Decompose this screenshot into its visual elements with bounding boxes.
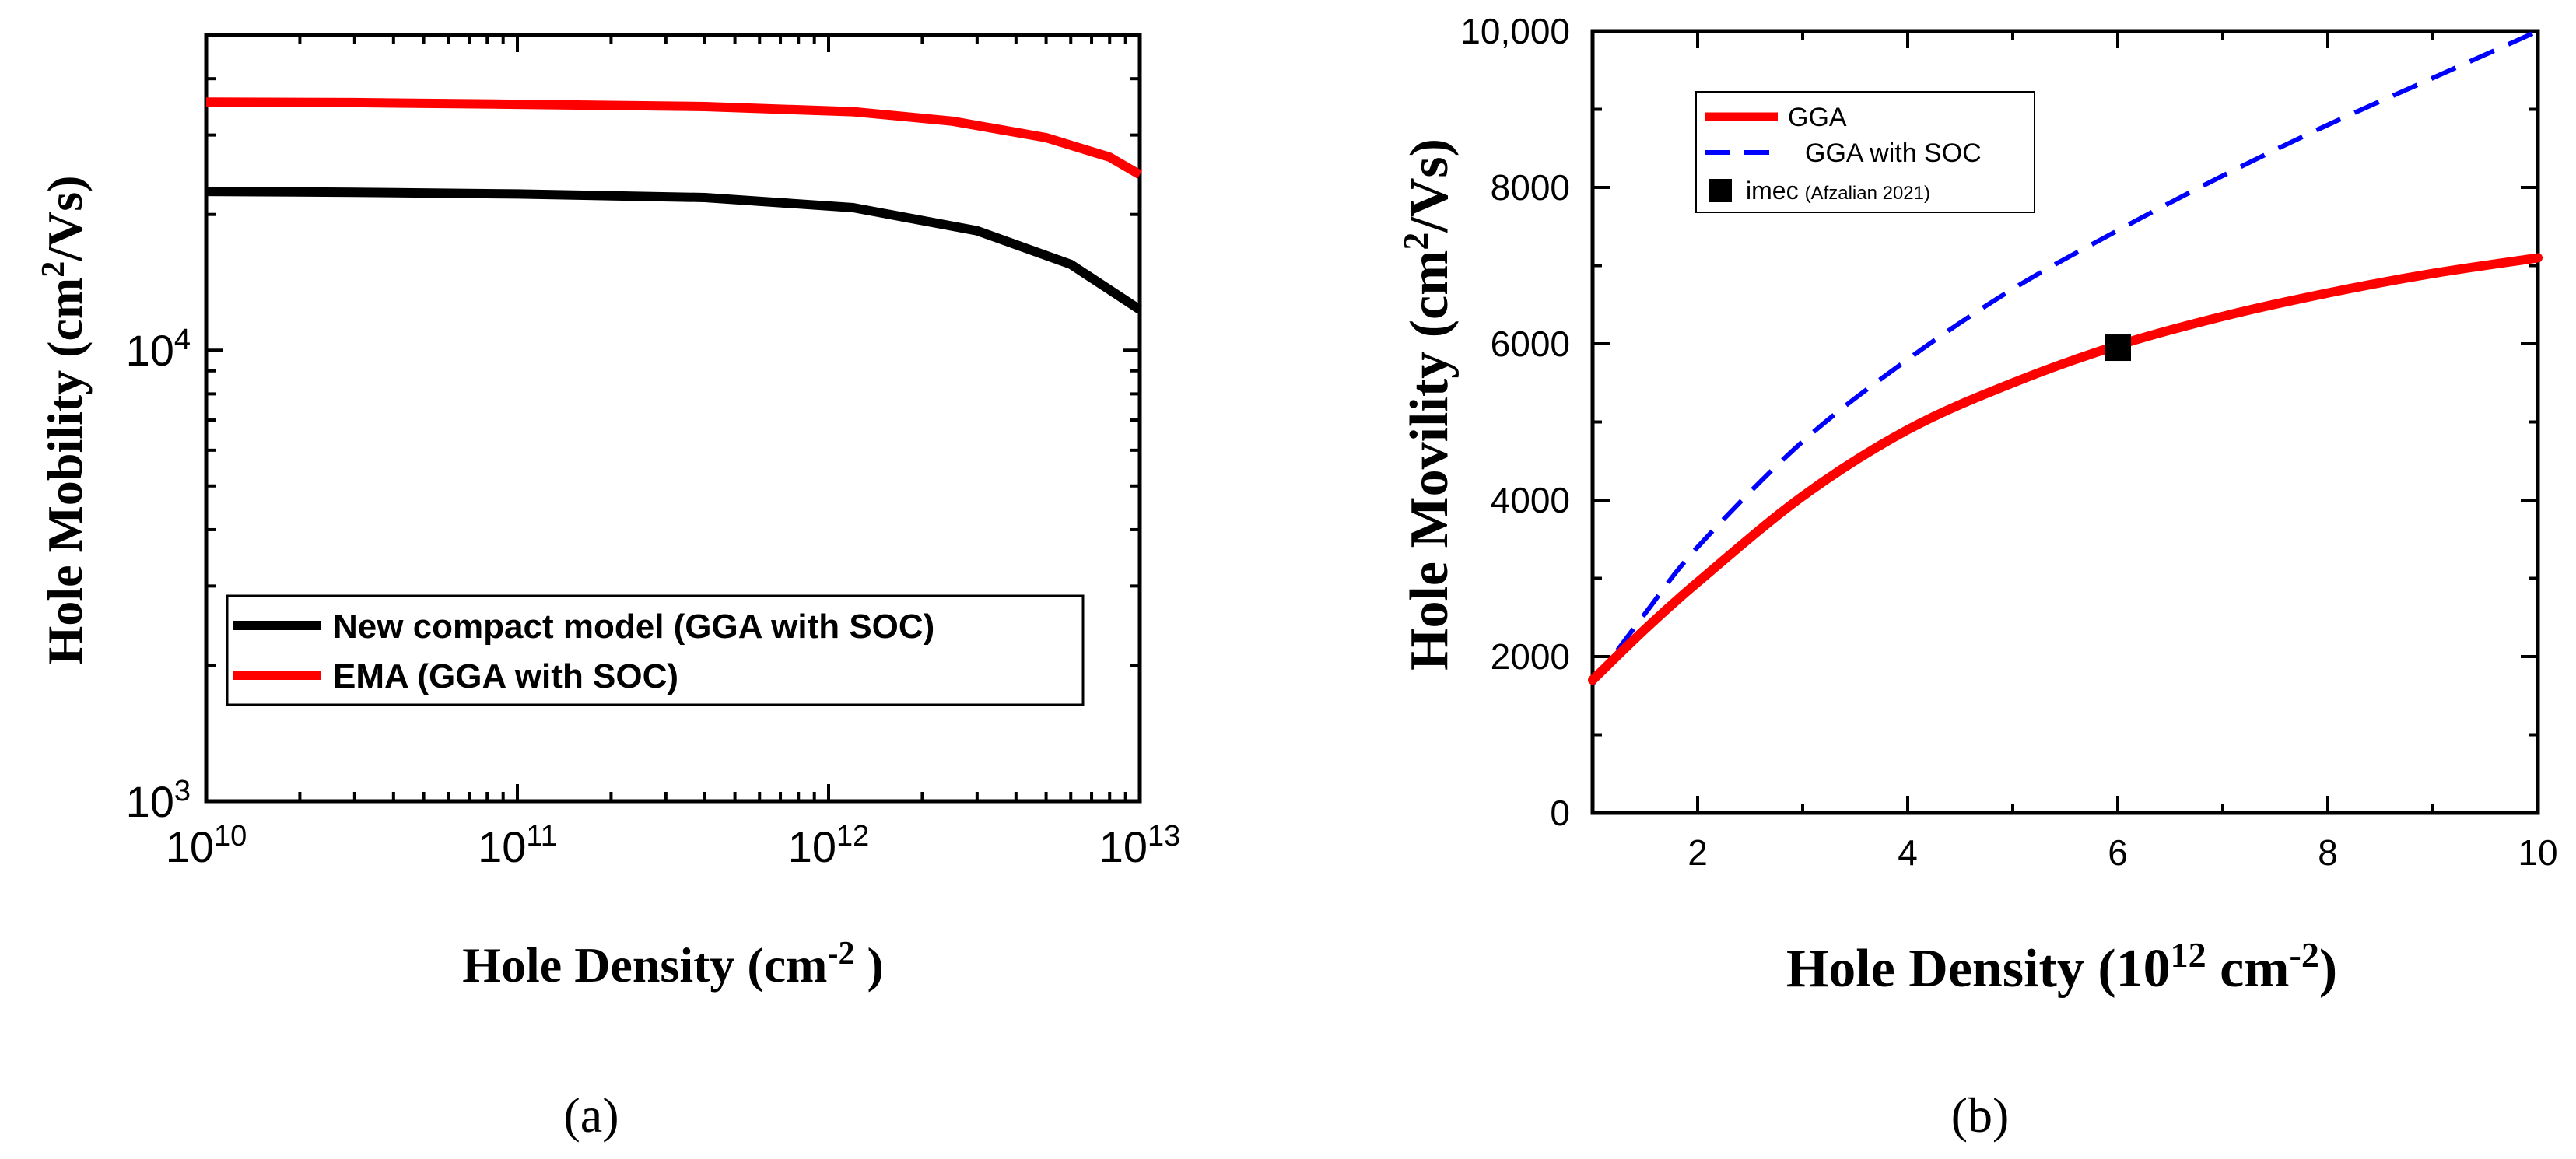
panel-a-plot-frame [204,33,1142,804]
y-tick-label: 8000 [1491,167,1570,208]
legend-label-gga: GGA [1788,103,1847,132]
panel-b-x-axis-label: Hole Density (1012 cm-2) [1786,935,2337,1000]
legend-label-ema: EMA (GGA with SOC) [333,657,678,695]
y-tick-label: 103 [126,775,191,826]
panel-b-legend: GGA GGA with SOC imec (Afzalian 2021) [1695,91,2035,213]
series-line-gga-soc [1590,29,2539,685]
panel-b-y-axis-label: Hole Movility (cm2/Vs) [1396,138,1460,671]
legend-label-compact-model: New compact model (GGA with SOC) [333,608,934,646]
panel-a-lines [205,97,1143,314]
panel-a: 1010 1011 1012 1013 103 104 New compact model… [36,33,1181,1143]
x-tick-label: 10 [2518,832,2557,873]
x-tick-label: 4 [1898,832,1918,873]
panel-a-legend-box [226,594,1085,706]
panel-a-legend: New compact model (GGA with SOC) EMA (GG… [226,594,1085,706]
series-line-compact-model [205,187,1143,314]
series-marker-imec [2105,334,2131,362]
series-line-ema [205,97,1143,179]
panel-a-caption: (a) [563,1087,619,1143]
y-tick-label: 104 [126,324,191,375]
y-tick-label: 10,000 [1460,11,1570,51]
x-tick-label: 1010 [166,820,247,871]
panel-b-lines [1588,29,2543,685]
series-line-gga [1588,253,2543,685]
panel-b-ticks: 2 4 6 8 10 0 2000 4000 6000 8000 10,000 [1460,11,2557,873]
y-tick-label: 2000 [1491,636,1570,677]
x-tick-label: 6 [2108,832,2128,873]
legend-label-gga-soc: GGA with SOC [1805,138,1982,168]
y-tick-label: 4000 [1491,480,1570,520]
x-tick-label: 1011 [478,820,557,871]
legend-swatch-imec [1709,179,1732,202]
panel-a-ticks: 1010 1011 1012 1013 103 104 [126,33,1181,871]
x-tick-label: 1013 [1099,820,1181,871]
x-tick-label: 8 [2318,832,2338,873]
panel-b: 2 4 6 8 10 0 2000 4000 6000 8000 10,000 GGA GGA wi… [1396,11,2558,1143]
panel-a-y-axis-label: Hole Mobility (cm2/Vs) [36,176,93,665]
y-tick-label: 0 [1550,793,1570,833]
legend-label-imec: imec (Afzalian 2021) [1746,177,1930,205]
panel-b-caption: (b) [1951,1087,2010,1143]
x-tick-label: 2 [1688,832,1708,873]
x-tick-label: 1012 [788,820,870,871]
y-tick-label: 6000 [1491,324,1570,364]
panel-a-x-axis-label: Hole Density (cm-2 ) [462,936,884,993]
